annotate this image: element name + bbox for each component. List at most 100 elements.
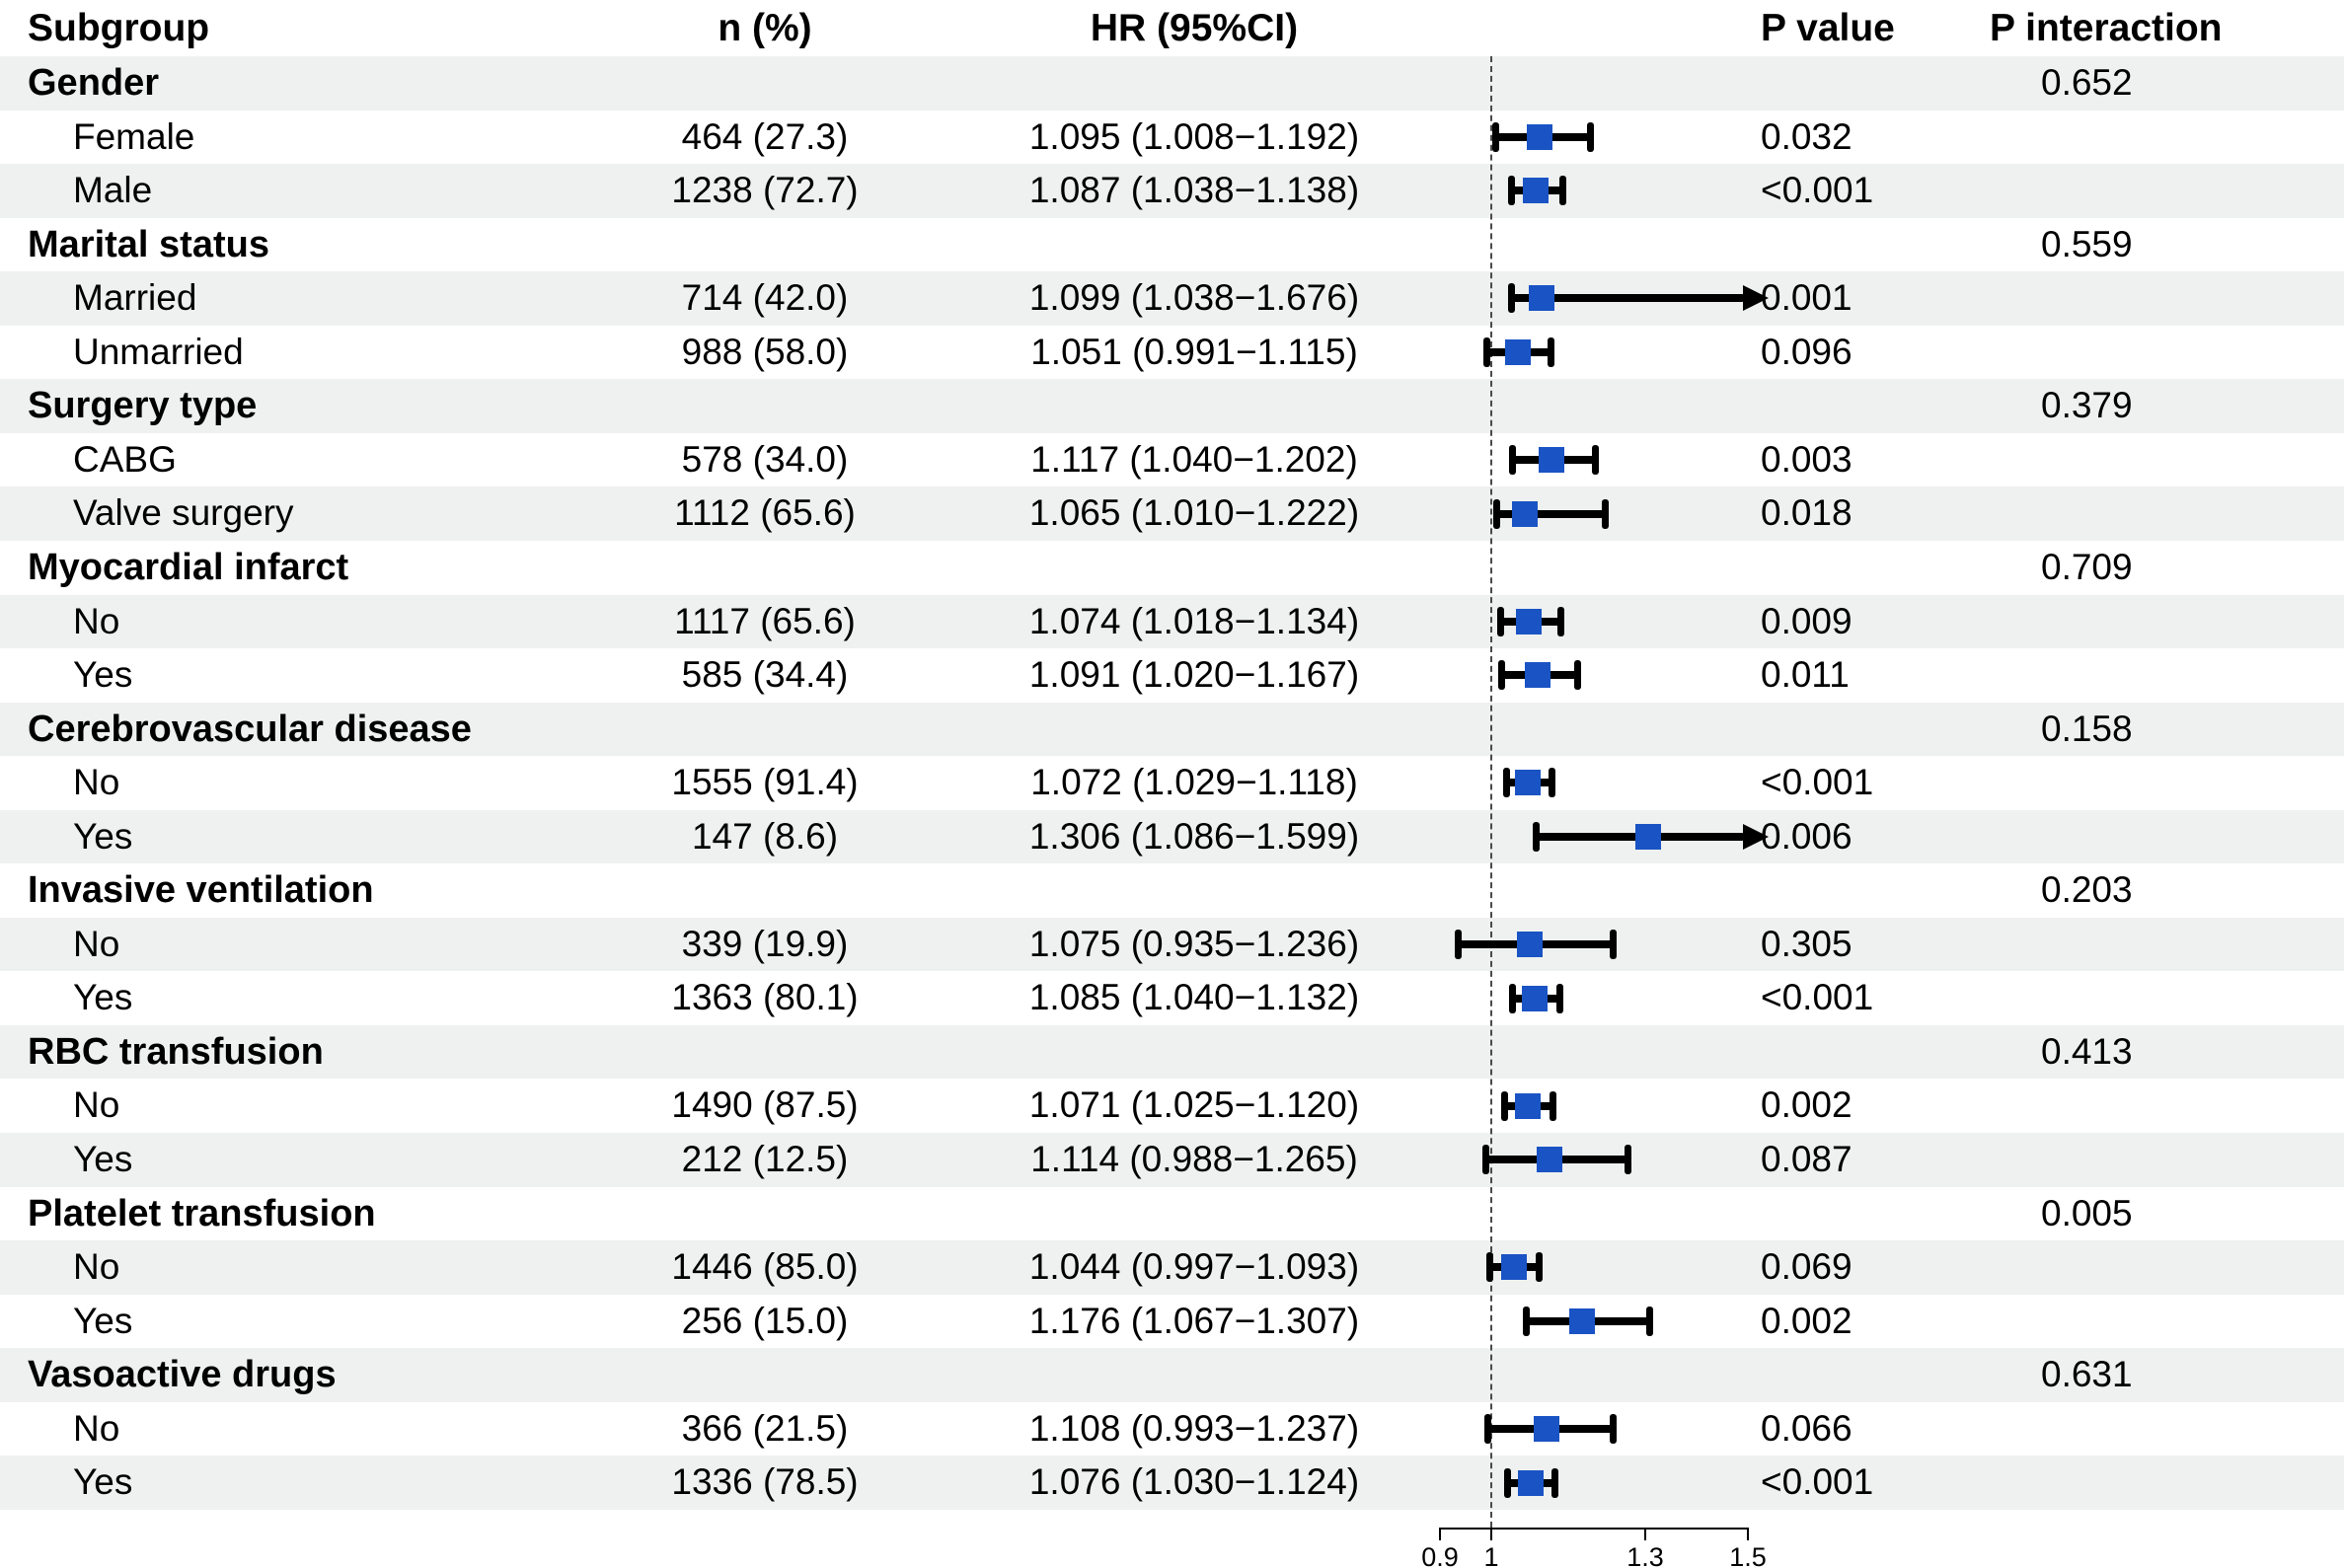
- hr-point-marker: [1500, 1254, 1527, 1281]
- ci-line: [1496, 509, 1606, 518]
- subgroup-row: Yes 212 (12.5) 1.114 (0.988−1.265) 0.087: [0, 1133, 2344, 1187]
- group-label: Vasoactive drugs: [28, 1354, 337, 1396]
- subgroup-row: No 1490 (87.5) 1.071 (1.025−1.120) 0.002: [0, 1079, 2344, 1133]
- n-percent-value: 714 (42.0): [681, 277, 849, 319]
- subgroup-label: No: [73, 923, 120, 964]
- hr-ci-value: 1.085 (1.040−1.132): [1028, 977, 1360, 1018]
- subgroup-label: No: [73, 762, 120, 803]
- ci-cap-right: [1536, 1252, 1544, 1283]
- group-label: Marital status: [28, 223, 269, 265]
- ci-cap-left: [1486, 1252, 1494, 1283]
- p-value: 0.087: [1761, 1139, 1853, 1179]
- subgroup-row: No 1446 (85.0) 1.044 (0.997−1.093) 0.069: [0, 1240, 2344, 1295]
- subgroup-row: Yes 147 (8.6) 1.306 (1.086−1.599) 0.006: [0, 809, 2344, 864]
- hr-ci-value: 1.114 (0.988−1.265): [1030, 1139, 1358, 1179]
- hr-ci-value: 1.087 (1.038−1.138): [1028, 170, 1360, 211]
- p-interaction-value: 0.652: [2041, 62, 2133, 103]
- ci-cap-right: [1551, 1467, 1559, 1498]
- group-row: Gender 0.652: [0, 56, 2344, 111]
- p-value: 0.069: [1761, 1246, 1853, 1288]
- hr-point-marker: [1529, 285, 1555, 312]
- p-value: <0.001: [1761, 762, 1874, 803]
- subgroup-label: No: [73, 1084, 120, 1126]
- group-row: Invasive ventilation 0.203: [0, 863, 2344, 918]
- subgroup-label: No: [73, 600, 120, 641]
- ci-cap-right: [1558, 176, 1566, 206]
- subgroup-row: No 1117 (65.6) 1.074 (1.018−1.134) 0.009: [0, 594, 2344, 649]
- subgroup-label: Yes: [73, 977, 133, 1018]
- n-percent-value: 464 (27.3): [681, 115, 849, 157]
- ci-cap-right: [1602, 498, 1610, 529]
- ci-arrow-right: [1743, 823, 1769, 850]
- hr-point-marker: [1635, 823, 1662, 850]
- hr-ci-value: 1.075 (0.935−1.236): [1028, 923, 1360, 964]
- x-axis-tick: [1439, 1527, 1441, 1540]
- ci-cap-left: [1492, 121, 1500, 152]
- hr-ci-value: 1.065 (1.010−1.222): [1028, 492, 1360, 534]
- p-interaction-value: 0.379: [2041, 385, 2133, 426]
- group-row: Myocardial infarct 0.709: [0, 541, 2344, 595]
- hr-ci-value: 1.051 (0.991−1.115): [1030, 331, 1358, 372]
- hr-point-marker: [1568, 1307, 1595, 1334]
- ci-cap-left: [1497, 606, 1505, 636]
- p-value: 0.006: [1761, 815, 1853, 857]
- p-value: <0.001: [1761, 170, 1874, 211]
- hr-ci-value: 1.044 (0.997−1.093): [1028, 1246, 1360, 1288]
- ci-cap-left: [1503, 768, 1511, 798]
- ci-cap-left: [1481, 1145, 1489, 1175]
- column-header-hr: HR (95%CI): [1090, 7, 1299, 49]
- hr-point-marker: [1515, 770, 1542, 796]
- subgroup-row: Unmarried 988 (58.0) 1.051 (0.991−1.115) 0.…: [0, 326, 2344, 380]
- ci-cap-right: [1624, 1145, 1631, 1175]
- p-value: <0.001: [1761, 977, 1874, 1018]
- ci-cap-right: [1586, 121, 1594, 152]
- hr-ci-value: 1.099 (1.038−1.676): [1028, 277, 1360, 319]
- subgroup-label: No: [73, 1407, 120, 1449]
- p-value: 0.002: [1761, 1084, 1853, 1126]
- hr-point-marker: [1522, 985, 1549, 1011]
- n-percent-value: 1490 (87.5): [671, 1084, 859, 1126]
- ci-cap-left: [1493, 498, 1501, 529]
- group-row: RBC transfusion 0.413: [0, 1024, 2344, 1080]
- ci-cap-left: [1507, 176, 1515, 206]
- ci-cap-right: [1555, 983, 1563, 1013]
- ci-arrow-right: [1743, 285, 1769, 312]
- subgroup-row: Yes 585 (34.4) 1.091 (1.020−1.167) 0.011: [0, 648, 2344, 703]
- p-value: 0.009: [1761, 600, 1853, 641]
- hr-ci-value: 1.074 (1.018−1.134): [1028, 600, 1360, 641]
- subgroup-row: No 339 (19.9) 1.075 (0.935−1.236) 0.305: [0, 917, 2344, 972]
- p-interaction-value: 0.631: [2041, 1354, 2133, 1395]
- hr-point-marker: [1534, 1416, 1560, 1443]
- ci-cap-left: [1503, 1467, 1511, 1498]
- subgroup-label: No: [73, 1246, 120, 1288]
- x-axis-tick-label: 1: [1483, 1541, 1499, 1568]
- hr-ci-value: 1.095 (1.008−1.192): [1028, 115, 1360, 157]
- p-interaction-value: 0.559: [2041, 223, 2133, 264]
- ci-cap-right: [1610, 1414, 1618, 1445]
- p-value: 0.011: [1761, 654, 1850, 696]
- group-label: RBC transfusion: [28, 1030, 324, 1073]
- p-value: 0.066: [1761, 1407, 1853, 1449]
- n-percent-value: 578 (34.0): [681, 438, 849, 480]
- subgroup-row: Yes 1336 (78.5) 1.076 (1.030−1.124) <0.001: [0, 1456, 2344, 1510]
- ci-cap-left: [1498, 660, 1506, 691]
- x-axis-tick: [1490, 1527, 1492, 1540]
- subgroup-label: Yes: [73, 1461, 133, 1503]
- column-header-subgroup: Subgroup: [28, 7, 210, 49]
- ci-cap-right: [1609, 930, 1617, 960]
- subgroup-label: CABG: [73, 438, 177, 480]
- p-value: 0.032: [1761, 115, 1853, 157]
- subgroup-row: Male 1238 (72.7) 1.087 (1.038−1.138) <0.001: [0, 164, 2344, 218]
- subgroup-label: Yes: [73, 1139, 133, 1179]
- n-percent-value: 212 (12.5): [681, 1139, 849, 1179]
- hr-point-marker: [1517, 1469, 1544, 1496]
- group-label: Gender: [28, 62, 160, 104]
- n-percent-value: 256 (15.0): [681, 1300, 849, 1341]
- ci-cap-right: [1547, 337, 1554, 368]
- group-row: Marital status 0.559: [0, 218, 2344, 272]
- hr-ci-value: 1.306 (1.086−1.599): [1028, 815, 1360, 857]
- subgroup-row: Married 714 (42.0) 1.099 (1.038−1.676) 0.00…: [0, 271, 2344, 326]
- n-percent-value: 366 (21.5): [681, 1407, 849, 1449]
- n-percent-value: 147 (8.6): [691, 815, 839, 857]
- p-value: 0.002: [1761, 1300, 1853, 1341]
